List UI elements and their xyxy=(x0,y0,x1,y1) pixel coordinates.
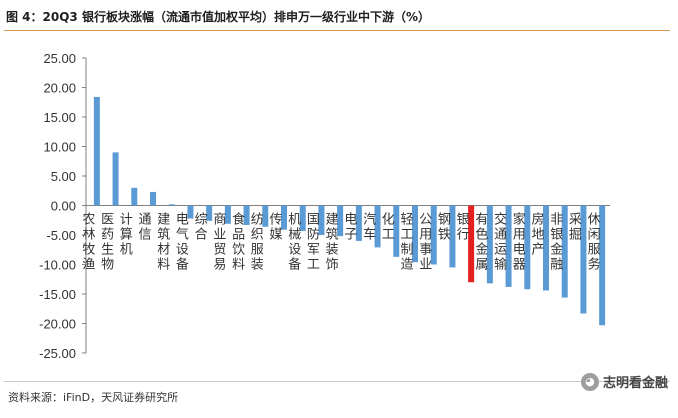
bar-3 xyxy=(131,187,138,206)
watermark: ◕ 志明看金融 xyxy=(580,372,668,391)
bar-13 xyxy=(318,205,325,235)
bar-12 xyxy=(299,205,306,231)
source-note: 资料来源：iFinD，天风证券研究所 xyxy=(8,391,179,404)
x-tick-label: 食品饮料 xyxy=(232,212,245,273)
footer-divider xyxy=(4,381,670,382)
bar-21 xyxy=(468,205,475,283)
bar-2 xyxy=(112,152,119,206)
bar-10 xyxy=(262,205,269,227)
y-tick-label: 0.00 xyxy=(51,199,76,214)
x-tick-label: 采掘 xyxy=(569,213,582,243)
x-tick-label: 银行 xyxy=(457,213,470,243)
x-tick-label: 休闲服务 xyxy=(588,213,601,273)
bar-1 xyxy=(93,96,100,206)
x-tick-label: 电气设备 xyxy=(176,213,189,273)
x-tick-label: 通信 xyxy=(138,213,151,243)
x-tick-label: 计算机 xyxy=(120,213,133,258)
bar-4 xyxy=(150,191,156,206)
x-tick-label: 综合 xyxy=(195,213,208,243)
x-tick-label: 机械设备 xyxy=(288,213,301,273)
bar-27 xyxy=(580,205,587,314)
bar-11 xyxy=(281,205,287,230)
x-tick-label: 家用电器 xyxy=(513,212,526,273)
wechat-logo-icon: ◕ xyxy=(580,372,599,391)
x-tick-label: 轻工制造 xyxy=(400,213,413,273)
bar-5 xyxy=(168,204,175,206)
y-tick-label: -25.00 xyxy=(39,346,76,361)
bar-20 xyxy=(449,205,456,268)
chart-title: 图 4：20Q3 银行板块涨幅（流通市值加权平均）排申万一级行业中下游（%） xyxy=(6,10,430,24)
bar-19 xyxy=(430,205,437,265)
bar-8 xyxy=(224,205,231,224)
y-tick-label: 15.00 xyxy=(43,110,76,125)
y-tick-label: -15.00 xyxy=(39,287,76,302)
x-tick-label: 电子 xyxy=(344,213,357,243)
bar-14 xyxy=(337,205,344,237)
y-tick-label: -10.00 xyxy=(39,258,76,273)
x-tick-label: 农林牧渔 xyxy=(82,213,95,273)
x-tick-label: 医药生物 xyxy=(101,213,114,273)
y-tick-label: -20.00 xyxy=(39,317,76,332)
bar-18 xyxy=(412,205,418,263)
x-tick-label: 商业贸易 xyxy=(213,213,226,273)
bar-22 xyxy=(486,205,493,284)
x-tick-label: 建筑装饰 xyxy=(326,213,339,273)
y-tick-label: 10.00 xyxy=(43,140,76,155)
bar-16 xyxy=(374,205,381,248)
watermark-text: 志明看金融 xyxy=(602,376,668,391)
x-tick-label: 传媒 xyxy=(269,213,282,243)
bar-17 xyxy=(393,205,400,257)
x-tick-label: 汽车 xyxy=(363,213,376,243)
x-tick-label: 交通运输 xyxy=(494,212,507,273)
y-tick-label: 20.00 xyxy=(43,81,76,96)
bar-25 xyxy=(543,205,549,291)
bar-7 xyxy=(206,205,213,221)
y-tick-label: 5.00 xyxy=(51,169,76,184)
x-tick-label: 国防军工 xyxy=(307,213,320,273)
x-tick-label: 纺织服装 xyxy=(251,213,264,273)
x-tick-label: 公用事业 xyxy=(419,213,432,273)
x-tick-label: 有色金属 xyxy=(475,213,488,273)
x-tick-label: 建筑材料 xyxy=(157,213,170,273)
bar-chart: 25.00 20.00 15.00 10.00 5.00 0.00 -5.00 -10.00 -… xyxy=(39,51,610,361)
x-tick-label: 化工 xyxy=(382,213,395,243)
x-tick-label: 非银金融 xyxy=(550,213,563,273)
bar-28 xyxy=(599,205,606,326)
x-tick-label: 钢铁 xyxy=(438,213,451,243)
bar-26 xyxy=(561,205,568,298)
bar-24 xyxy=(524,205,531,290)
x-tick-label: 房地产 xyxy=(531,212,544,258)
bar-9 xyxy=(243,205,250,225)
y-tick-label: -5.00 xyxy=(46,228,76,243)
y-tick-label: 25.00 xyxy=(43,51,76,66)
bar-6 xyxy=(187,205,194,219)
bar-23 xyxy=(505,205,512,287)
title-divider xyxy=(4,30,670,31)
bar-15 xyxy=(355,205,362,241)
